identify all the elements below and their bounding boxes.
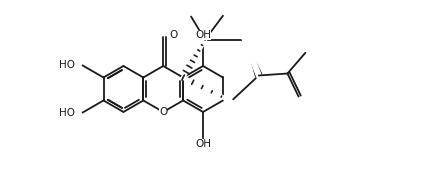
Text: HO: HO: [59, 108, 75, 118]
Text: HO: HO: [59, 60, 75, 70]
Text: OH: OH: [195, 139, 211, 149]
Text: O: O: [169, 30, 177, 40]
Polygon shape: [245, 40, 262, 77]
Text: OH: OH: [195, 30, 211, 40]
Text: O: O: [159, 107, 167, 117]
